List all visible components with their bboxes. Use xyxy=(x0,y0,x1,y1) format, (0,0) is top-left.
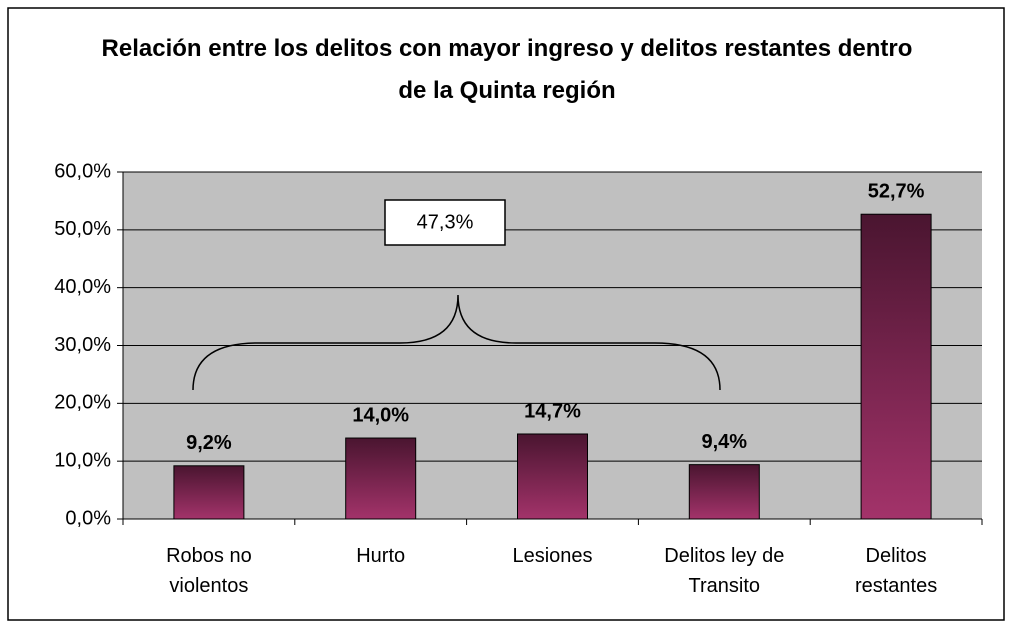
annotation: 47,3% xyxy=(417,211,474,233)
y-tick-label: 10,0% xyxy=(54,449,111,471)
value-label: 14,7% xyxy=(524,400,581,422)
x-tick-label: Delitos ley de Transito xyxy=(664,545,785,597)
x-tick-label: Delitos restantes xyxy=(854,545,938,597)
bar xyxy=(860,213,932,520)
bar xyxy=(517,433,588,520)
y-tick-label: 0,0% xyxy=(65,507,111,529)
value-label: 14,0% xyxy=(352,404,409,426)
x-tick-label: Lesiones xyxy=(512,545,593,567)
value-label: 9,4% xyxy=(702,431,748,453)
value-label: 52,7% xyxy=(868,180,925,202)
y-tick-label: 40,0% xyxy=(54,276,111,298)
bar xyxy=(688,464,760,520)
x-tick-label: Hurto xyxy=(356,545,406,567)
y-tick-label: 20,0% xyxy=(54,392,111,414)
x-tick-label: Robos no violentos xyxy=(166,545,252,597)
bar xyxy=(173,465,245,520)
value-label: 9,2% xyxy=(186,432,232,454)
chart-title: Relación entre los delitos con mayor ing… xyxy=(101,35,913,104)
bar xyxy=(345,437,417,520)
y-tick-label: 50,0% xyxy=(54,218,111,240)
brace xyxy=(192,294,721,391)
y-tick-label: 60,0% xyxy=(54,160,111,182)
annotation-box xyxy=(384,199,506,246)
y-tick-label: 30,0% xyxy=(54,334,111,356)
